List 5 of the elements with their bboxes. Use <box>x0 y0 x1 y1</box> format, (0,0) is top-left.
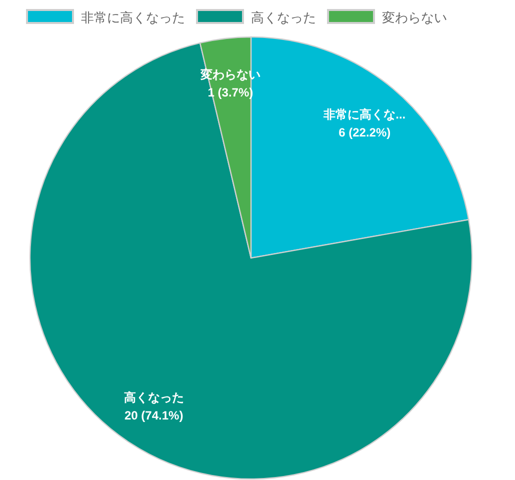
legend-label: 高くなった <box>251 10 316 25</box>
data-label: 高くなった 20 (74.1%) <box>124 390 184 423</box>
legend-label: 変わらない <box>382 10 447 25</box>
data-label: 非常に高くな... 6 (22.2%) <box>322 108 406 140</box>
legend-label: 非常に高くなった <box>81 10 185 25</box>
